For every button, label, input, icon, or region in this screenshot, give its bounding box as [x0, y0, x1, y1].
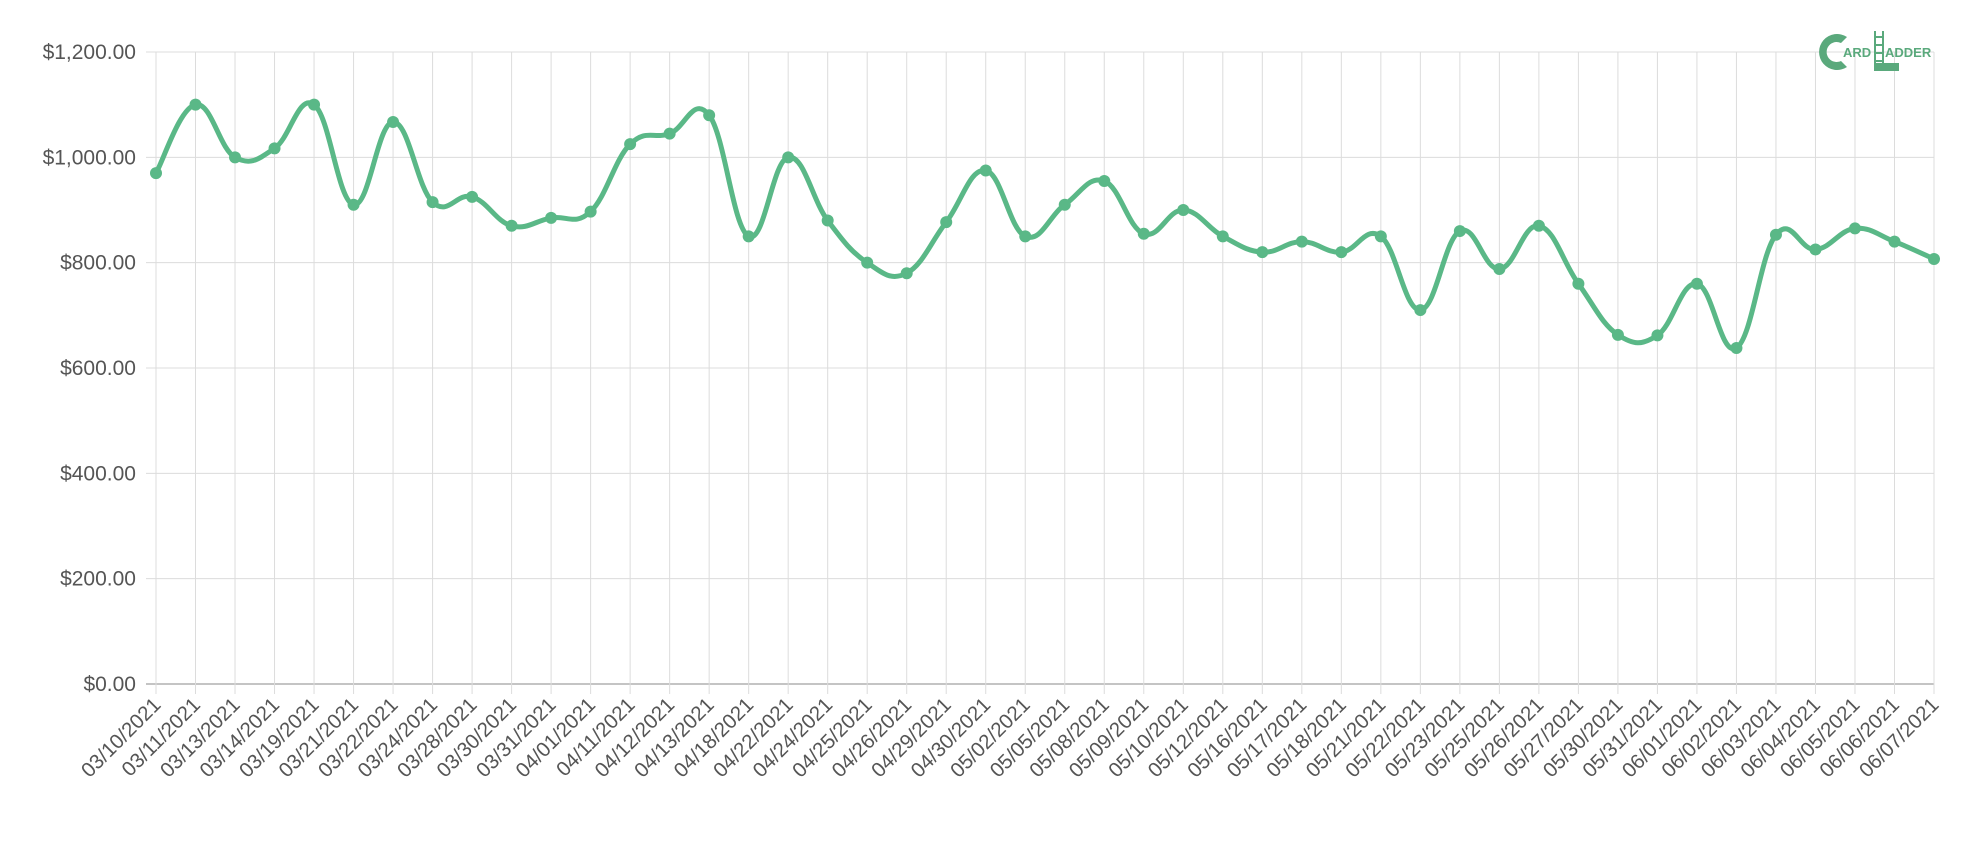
logo-text-ard: ARD — [1843, 45, 1871, 60]
data-point — [821, 214, 834, 227]
data-point — [1256, 246, 1269, 259]
data-point — [545, 211, 558, 224]
data-point — [308, 98, 321, 111]
data-point — [1453, 225, 1466, 238]
y-tick-label: $0.00 — [83, 673, 136, 696]
data-point — [1730, 341, 1743, 354]
y-tick-label: $400.00 — [60, 462, 136, 485]
data-point — [663, 127, 676, 140]
data-point — [1611, 328, 1624, 341]
data-point — [1058, 198, 1071, 211]
y-tick-label: $1,200.00 — [43, 41, 136, 64]
data-point — [742, 230, 755, 243]
data-point — [584, 205, 597, 218]
data-point — [1493, 262, 1506, 275]
data-point — [940, 216, 953, 229]
card-ladder-logo: ARD ADDER — [1815, 27, 1945, 77]
y-tick-label: $600.00 — [60, 357, 136, 380]
y-tick-label: $200.00 — [60, 568, 136, 591]
data-point — [1137, 227, 1150, 240]
data-point — [900, 267, 913, 280]
data-point — [347, 198, 360, 211]
data-point — [1690, 277, 1703, 290]
logo-icon: ARD ADDER — [1819, 31, 1932, 71]
y-tick-label: $1,000.00 — [43, 146, 136, 169]
data-point — [861, 256, 874, 269]
data-point — [387, 116, 400, 129]
data-point — [624, 138, 637, 151]
data-point — [703, 109, 716, 122]
data-point — [1651, 329, 1664, 342]
data-point — [1216, 230, 1229, 243]
data-point — [1335, 246, 1348, 259]
data-point — [1295, 235, 1308, 248]
data-point — [1374, 230, 1387, 243]
logo-c-shape — [1819, 34, 1847, 70]
series-line — [153, 100, 1937, 352]
data-point — [1928, 252, 1940, 265]
data-point — [1848, 222, 1861, 235]
data-point — [505, 219, 518, 232]
data-point — [426, 196, 439, 209]
data-point — [1414, 304, 1427, 317]
logo-l-base — [1875, 63, 1899, 71]
data-point — [1809, 243, 1822, 256]
data-point — [1019, 230, 1032, 243]
data-point — [782, 151, 795, 164]
data-point — [1098, 175, 1111, 188]
data-point — [229, 151, 242, 164]
data-point — [150, 167, 162, 180]
data-point — [466, 190, 479, 203]
data-point — [1572, 277, 1585, 290]
logo-text-adder: ADDER — [1885, 45, 1932, 60]
data-point — [1532, 219, 1545, 232]
data-point — [1177, 204, 1190, 216]
data-point — [1888, 235, 1901, 248]
data-point — [979, 164, 992, 177]
data-point — [1769, 228, 1782, 241]
data-point — [268, 142, 281, 155]
data-point — [189, 98, 202, 111]
y-tick-label: $800.00 — [60, 252, 136, 275]
